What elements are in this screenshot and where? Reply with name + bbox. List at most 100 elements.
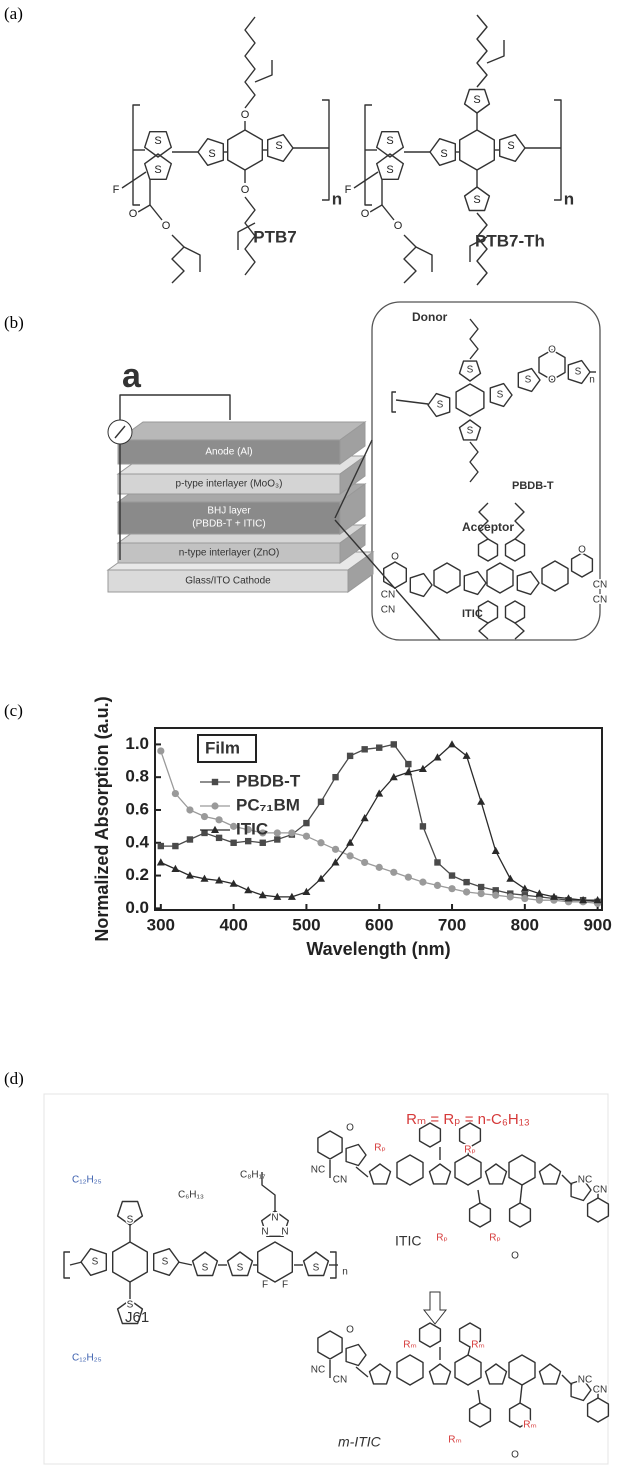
atom-label: S [575,367,582,378]
atom-label: F [262,1280,268,1291]
bond [404,235,416,283]
ring [509,1155,535,1185]
layer-label: Anode (Al) [205,447,252,458]
atom-label: S [208,148,215,160]
panel-label: (d) [4,1069,24,1088]
layer-label: (PBDB-T + ITIC) [192,519,265,530]
bond [370,205,382,212]
marker [172,790,179,797]
x-axis-title: Wavelength (nm) [306,939,450,959]
marker [245,838,251,844]
bond [178,1262,192,1265]
series-line [161,751,598,903]
ring [420,1323,441,1347]
panel-label: (b) [4,313,24,332]
marker [492,847,500,854]
marker [346,839,354,846]
donor-title: Donor [412,310,448,324]
atom-label: O [129,208,138,220]
bond [520,1385,522,1403]
bond [478,1390,480,1403]
marker [361,814,369,821]
atom-label: O [578,545,586,556]
x-tick-label: 900 [583,915,611,934]
y-tick-label: 0.8 [125,767,149,786]
bond [138,205,150,212]
ring [470,1203,491,1227]
atom-label: NC [578,1175,592,1186]
atom-label: S [313,1263,320,1274]
atom-label: S [127,1215,134,1226]
atom-label: N [281,1227,288,1238]
atom-label: CN [593,595,607,606]
ring [346,1145,366,1166]
acceptor-title: Acceptor [462,520,514,534]
ring [460,130,495,170]
ring [318,1131,342,1159]
ring [470,1403,491,1427]
marker [463,752,471,759]
marker [288,829,295,836]
ring [455,1155,481,1185]
atom-label: NC [311,1365,325,1376]
x-tick-label: 400 [219,915,247,934]
marker [172,843,178,849]
marker [201,813,208,820]
marker [521,895,528,902]
molecule-name: PTB7 [253,227,296,246]
side-chain: C₆H₁₃ [178,1190,204,1201]
atom-label: CN [381,590,395,601]
atom-label: F [345,184,352,196]
marker [434,882,441,889]
atom-label: S [275,140,282,152]
y-tick-label: 0.0 [125,898,149,917]
bond [356,1367,368,1377]
ring [588,1398,609,1422]
atom-label: NC [311,1165,325,1176]
marker [347,852,354,859]
marker [274,829,281,836]
atom-label: NC [578,1375,592,1386]
atom-label: O [346,1325,354,1336]
bond [520,1185,522,1203]
bond [468,1347,470,1355]
ring [113,1242,148,1282]
molecule-box [372,302,600,640]
atom-label: O [346,1123,354,1134]
atom-label: n [589,375,595,386]
atom-label: O [241,109,250,121]
atom-label: O [241,184,250,196]
layer-top [118,422,365,440]
marker [536,897,543,904]
ring [397,1355,423,1385]
atom-label: S [467,365,474,376]
marker [376,744,382,750]
atom-label: O [361,208,370,220]
atom-label: S [154,164,161,176]
marker [478,884,484,890]
atom-label: N [261,1227,268,1238]
bond [365,105,372,205]
atom-label: S [386,135,393,147]
atom-label: F [282,1280,288,1291]
subfigure-tag: a [122,357,142,395]
panel-label: (c) [4,701,23,720]
marker [507,893,514,900]
marker [157,858,165,865]
marker [478,890,485,897]
legend-title: Film [205,738,240,757]
side-chain: C₁₂H₂₅ [72,1353,102,1364]
y-tick-label: 1.0 [125,734,149,753]
atom-label: Rₘ [471,1340,484,1351]
atom-label: S [473,94,480,106]
ring [540,1164,561,1184]
atom-label: S [440,148,447,160]
molecule-name: m-ITIC [338,1434,382,1450]
marker [405,761,411,767]
ring [346,1345,366,1366]
marker [303,820,309,826]
x-tick-label: 500 [292,915,320,934]
atom-label: n [332,189,342,208]
marker [347,753,353,759]
ring [509,1355,535,1385]
